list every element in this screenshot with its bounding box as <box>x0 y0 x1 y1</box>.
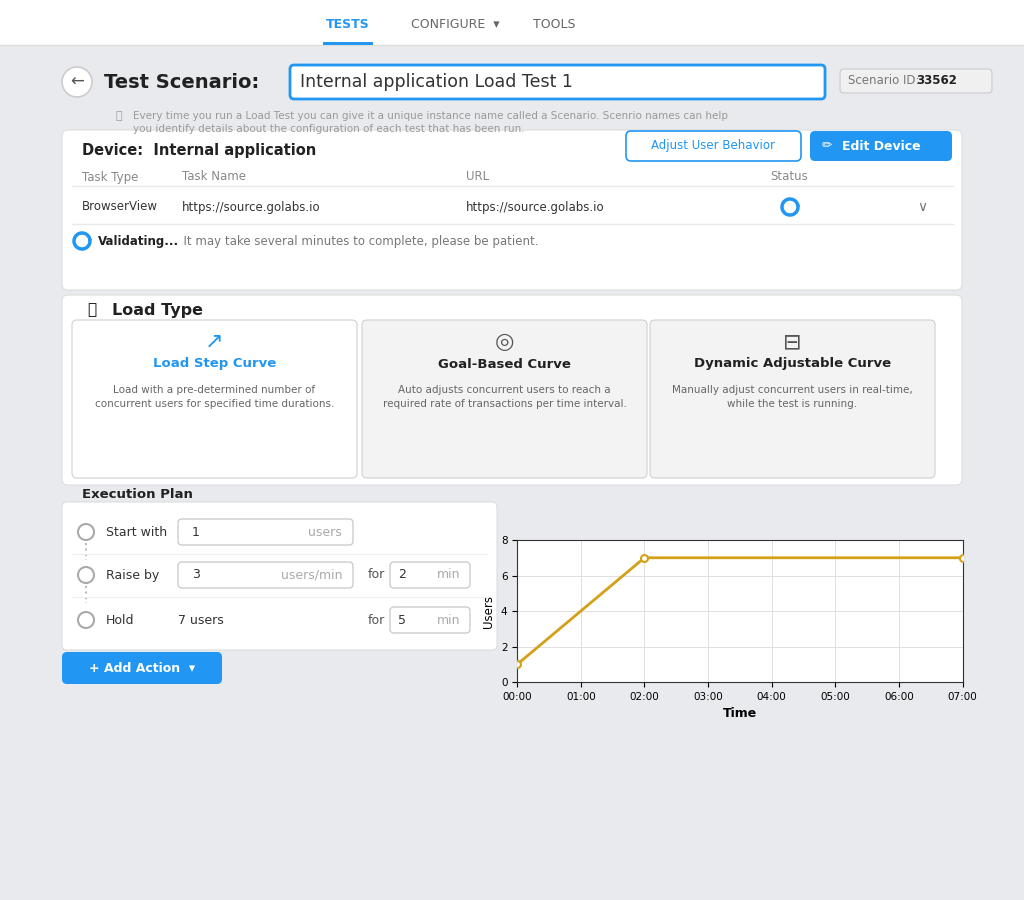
Text: URL: URL <box>466 170 489 184</box>
Text: Goal-Based Curve: Goal-Based Curve <box>438 357 571 371</box>
Text: Task Name: Task Name <box>182 170 246 184</box>
Text: 👥: 👥 <box>87 302 96 318</box>
Text: Adjust User Behavior: Adjust User Behavior <box>651 140 775 152</box>
Text: Auto adjusts concurrent users to reach a: Auto adjusts concurrent users to reach a <box>398 385 610 395</box>
FancyBboxPatch shape <box>362 320 647 478</box>
Circle shape <box>78 567 94 583</box>
Text: + Add Action  ▾: + Add Action ▾ <box>89 662 195 674</box>
Circle shape <box>78 524 94 540</box>
FancyBboxPatch shape <box>840 69 992 93</box>
Text: TOOLS: TOOLS <box>532 17 575 31</box>
Text: ⓘ: ⓘ <box>116 111 123 121</box>
Text: 5: 5 <box>398 614 406 626</box>
Y-axis label: Users: Users <box>482 595 496 627</box>
Text: for: for <box>368 614 385 626</box>
Text: ✏: ✏ <box>822 140 833 152</box>
Text: ←: ← <box>70 73 84 91</box>
Text: ↗: ↗ <box>205 332 224 352</box>
Bar <box>323 42 373 45</box>
Text: 1: 1 <box>193 526 200 538</box>
Text: Dynamic Adjustable Curve: Dynamic Adjustable Curve <box>694 357 891 371</box>
Text: Edit Device: Edit Device <box>842 140 921 152</box>
Text: min: min <box>436 569 460 581</box>
Circle shape <box>62 67 92 97</box>
Bar <box>0 0 1024 45</box>
FancyBboxPatch shape <box>390 562 470 588</box>
FancyBboxPatch shape <box>626 131 801 161</box>
Text: Scenario ID:: Scenario ID: <box>848 75 924 87</box>
X-axis label: Time: Time <box>723 707 757 721</box>
FancyBboxPatch shape <box>72 320 357 478</box>
Text: CONFIGURE  ▾: CONFIGURE ▾ <box>411 17 500 31</box>
Text: ⊟: ⊟ <box>783 332 802 352</box>
FancyBboxPatch shape <box>290 65 825 99</box>
Text: Device:  Internal application: Device: Internal application <box>82 142 316 157</box>
FancyBboxPatch shape <box>62 130 962 290</box>
Text: Execution Plan: Execution Plan <box>82 488 193 500</box>
Text: for: for <box>368 569 385 581</box>
Text: concurrent users for specified time durations.: concurrent users for specified time dura… <box>95 399 334 409</box>
Circle shape <box>78 612 94 628</box>
FancyBboxPatch shape <box>62 295 962 485</box>
FancyBboxPatch shape <box>390 607 470 633</box>
Text: https://source.golabs.io: https://source.golabs.io <box>182 201 321 213</box>
Text: Load Step Curve: Load Step Curve <box>153 357 276 371</box>
Text: while the test is running.: while the test is running. <box>727 399 857 409</box>
Text: 7 users: 7 users <box>178 614 224 626</box>
Text: Raise by: Raise by <box>106 569 160 581</box>
Text: min: min <box>436 614 460 626</box>
Text: 33562: 33562 <box>916 75 956 87</box>
Text: you identify details about the configuration of each test that has been run.: you identify details about the configura… <box>133 124 524 134</box>
Text: Hold: Hold <box>106 614 134 626</box>
Text: Manually adjust concurrent users in real-time,: Manually adjust concurrent users in real… <box>672 385 912 395</box>
Text: Start with: Start with <box>106 526 167 538</box>
FancyBboxPatch shape <box>810 131 952 161</box>
Text: users: users <box>308 526 342 538</box>
FancyBboxPatch shape <box>62 502 497 650</box>
Text: required rate of transactions per time interval.: required rate of transactions per time i… <box>383 399 627 409</box>
Text: https://source.golabs.io: https://source.golabs.io <box>466 201 604 213</box>
Text: Load Type: Load Type <box>112 302 203 318</box>
Text: Task Type: Task Type <box>82 170 138 184</box>
Text: It may take several minutes to complete, please be patient.: It may take several minutes to complete,… <box>176 235 539 248</box>
Text: 2: 2 <box>398 569 406 581</box>
Text: ∨: ∨ <box>916 200 927 214</box>
FancyBboxPatch shape <box>62 652 222 684</box>
Text: Internal application Load Test 1: Internal application Load Test 1 <box>300 73 572 91</box>
FancyBboxPatch shape <box>178 562 353 588</box>
Text: Load with a pre-determined number of: Load with a pre-determined number of <box>114 385 315 395</box>
Text: Status: Status <box>770 170 808 184</box>
FancyBboxPatch shape <box>178 519 353 545</box>
Text: TESTS: TESTS <box>326 17 370 31</box>
Text: BrowserView: BrowserView <box>82 201 158 213</box>
Text: 3: 3 <box>193 569 200 581</box>
Text: Validating...: Validating... <box>98 235 179 248</box>
Text: Test Scenario:: Test Scenario: <box>104 73 259 92</box>
FancyBboxPatch shape <box>650 320 935 478</box>
Text: users/min: users/min <box>281 569 342 581</box>
Text: Every time you run a Load Test you can give it a unique instance name called a S: Every time you run a Load Test you can g… <box>133 111 728 121</box>
Text: ◎: ◎ <box>495 332 514 352</box>
